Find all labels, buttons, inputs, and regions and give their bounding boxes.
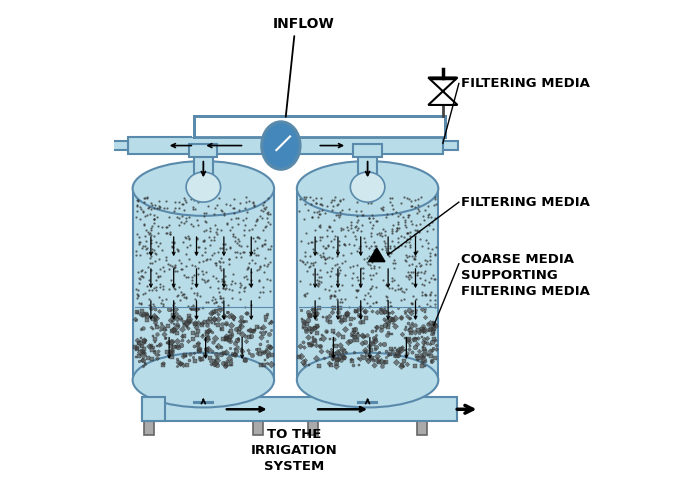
Bar <box>358 402 377 403</box>
Bar <box>417 405 427 435</box>
Polygon shape <box>369 248 385 262</box>
Bar <box>194 402 213 403</box>
Ellipse shape <box>133 353 274 408</box>
Text: TO THE
IRRIGATION
SYSTEM: TO THE IRRIGATION SYSTEM <box>251 428 338 473</box>
Bar <box>297 189 438 380</box>
Bar <box>194 145 213 191</box>
Ellipse shape <box>133 161 274 216</box>
Bar <box>308 405 319 435</box>
Bar <box>144 405 154 435</box>
Ellipse shape <box>350 172 385 202</box>
Bar <box>128 137 443 154</box>
Ellipse shape <box>297 353 438 408</box>
Polygon shape <box>428 91 458 105</box>
Text: FILTERING MEDIA: FILTERING MEDIA <box>461 196 590 209</box>
Text: INFLOW: INFLOW <box>273 17 334 31</box>
Bar <box>189 144 218 157</box>
Bar <box>443 141 458 150</box>
Bar <box>353 144 382 157</box>
Ellipse shape <box>262 122 300 169</box>
Bar <box>142 397 164 421</box>
Bar <box>133 189 274 380</box>
Polygon shape <box>428 78 458 91</box>
Bar <box>142 397 457 421</box>
Bar <box>192 116 447 137</box>
Ellipse shape <box>297 161 438 216</box>
Bar <box>358 145 377 191</box>
Bar <box>103 141 128 150</box>
Bar <box>253 405 262 435</box>
Text: COARSE MEDIA
SUPPORTING
FILTERING MEDIA: COARSE MEDIA SUPPORTING FILTERING MEDIA <box>461 252 590 298</box>
Ellipse shape <box>186 172 221 202</box>
Text: FILTERING MEDIA: FILTERING MEDIA <box>461 77 590 90</box>
